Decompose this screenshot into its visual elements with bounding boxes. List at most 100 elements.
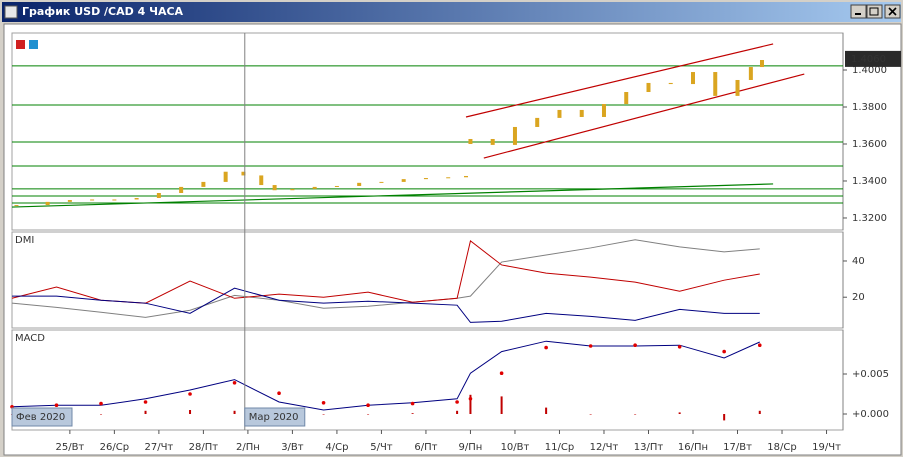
- y-tick-label: 1.3600: [852, 139, 887, 150]
- histogram-bar: [456, 410, 459, 414]
- maximize-icon: [869, 7, 879, 16]
- pane-title: MACD: [15, 333, 45, 344]
- x-tick-label: 5/Чт: [370, 442, 393, 453]
- period-box: [11, 407, 73, 427]
- trend-line: [465, 43, 774, 118]
- x-tick-label: 27/Чт: [144, 442, 173, 453]
- signal-dot: [455, 400, 459, 404]
- window-icon: [4, 5, 18, 19]
- candle: [223, 171, 228, 182]
- candle: [112, 199, 117, 201]
- histogram-bar: [367, 414, 370, 415]
- y-tick-label: +0.005: [852, 369, 889, 380]
- x-tick-label: 12/Чт: [590, 442, 619, 453]
- signal-dot: [588, 344, 593, 348]
- candle: [67, 200, 72, 202]
- x-tick-label: 3/Вт: [281, 442, 304, 453]
- candle: [156, 193, 161, 198]
- title-bar: [2, 2, 901, 22]
- histogram-bar: [545, 407, 548, 414]
- trend-line: [483, 73, 805, 159]
- histogram-bar: [322, 414, 325, 415]
- candle: [668, 82, 673, 85]
- candle: [134, 197, 139, 200]
- x-tick-label: 10/Вт: [501, 442, 530, 453]
- x-tick-label: 25/Вт: [55, 442, 84, 453]
- candle: [45, 201, 50, 206]
- red-toggle[interactable]: [16, 40, 25, 49]
- histogram-bar: [723, 414, 726, 421]
- minimize-button[interactable]: [850, 4, 867, 19]
- candle: [272, 185, 277, 191]
- candle: [691, 72, 696, 85]
- signal-dot: [633, 343, 637, 348]
- signal-dot: [188, 392, 192, 396]
- signal-dot: [757, 343, 762, 348]
- candle: [464, 175, 469, 178]
- candle: [201, 181, 206, 187]
- histogram-bar: [469, 394, 472, 414]
- x-tick-label: 18/Ср: [767, 442, 796, 453]
- pane-title: DMI: [15, 235, 34, 246]
- x-tick-label: 4/Ср: [325, 442, 348, 453]
- histogram-bar: [758, 410, 761, 414]
- histogram-bar: [411, 413, 414, 414]
- close-icon: [888, 7, 897, 16]
- blue-toggle[interactable]: [29, 40, 38, 49]
- last-price-label: 1.4060: [851, 54, 886, 65]
- histogram-bar: [589, 414, 592, 415]
- y-tick-label: 1.3800: [852, 102, 887, 113]
- window-title: График USD /CAD 4 ЧАСА: [22, 5, 184, 18]
- candle: [14, 205, 19, 207]
- signal-dot: [232, 381, 237, 385]
- signal-dot: [499, 371, 504, 376]
- candle: [557, 109, 562, 118]
- y-tick-label: 20: [852, 292, 865, 303]
- histogram-bar: [144, 410, 147, 414]
- x-tick-label: 19/Чт: [812, 442, 841, 453]
- candle: [379, 181, 384, 183]
- candle: [90, 199, 95, 201]
- histogram-bar: [233, 410, 236, 414]
- signal-dot: [366, 403, 370, 408]
- candle: [290, 188, 295, 191]
- y-tick-label: 1.3200: [852, 213, 887, 224]
- candle: [179, 186, 184, 194]
- y-tick-label: 40: [852, 256, 865, 267]
- candle: [535, 117, 540, 127]
- candle: [423, 178, 428, 180]
- candle: [241, 171, 246, 176]
- y-tick-label: +0.000: [852, 409, 889, 420]
- x-tick-label: 6/Пт: [414, 442, 437, 453]
- signal-dot: [321, 401, 326, 405]
- last-price-box: [845, 50, 901, 67]
- y-tick-label: 1.4000: [852, 65, 887, 76]
- histogram-bar: [634, 414, 637, 415]
- candle: [624, 92, 629, 105]
- candle: [579, 109, 584, 117]
- x-tick-label: 26/Ср: [100, 442, 129, 453]
- maximize-button[interactable]: [866, 4, 883, 19]
- candle: [713, 72, 718, 96]
- candle: [759, 60, 764, 68]
- candle: [490, 138, 495, 145]
- signal-dot: [410, 401, 415, 406]
- histogram-bar: [678, 412, 681, 414]
- signal-dot: [143, 400, 148, 404]
- candle: [312, 186, 317, 189]
- candle: [357, 182, 362, 186]
- signal-dot: [544, 345, 548, 350]
- x-tick-label: 2/Пн: [236, 442, 260, 453]
- signal-dot: [99, 401, 103, 406]
- histogram-bar: [500, 396, 503, 414]
- signal-dot: [277, 391, 281, 396]
- signal-dot: [677, 345, 682, 349]
- x-tick-label: 17/Вт: [723, 442, 752, 453]
- trend-line: [11, 183, 774, 208]
- y-tick-label: 1.3400: [852, 176, 887, 187]
- period-label: Фев 2020: [16, 412, 65, 423]
- candle: [601, 104, 606, 117]
